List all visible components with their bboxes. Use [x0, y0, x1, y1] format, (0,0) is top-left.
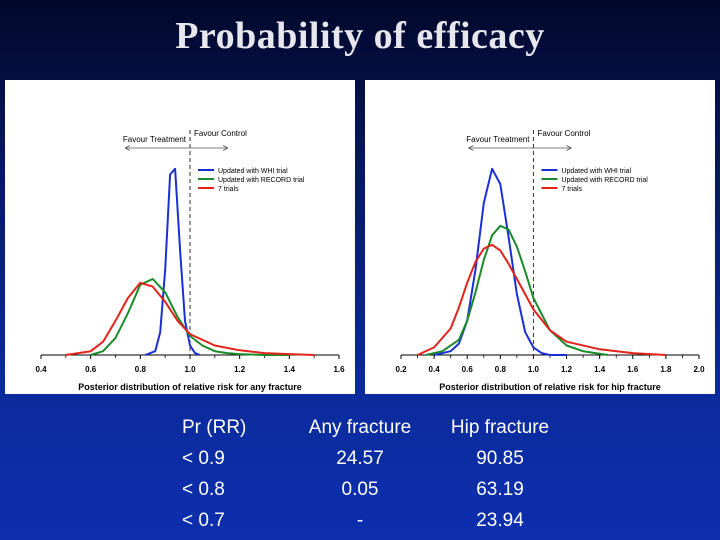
- hip-fracture-x-tick-label: 1.0: [528, 365, 540, 374]
- table-header-pr: Pr (RR): [182, 417, 247, 438]
- hip-fracture-favour-treatment-label: Favour Treatment: [466, 135, 530, 144]
- hip-fracture-legend-label: Updated with WHI trial: [561, 168, 631, 175]
- hip-fracture-x-tick-label: 2.0: [693, 365, 705, 374]
- any-fracture-x-tick-label: 0.4: [35, 365, 47, 374]
- table-header-hip-fracture: Hip fracture: [450, 417, 550, 438]
- any-fracture-x-tick-label: 1.6: [333, 365, 345, 374]
- any-fracture-chart: 0.4 0.6 0.8 1.0 1.2 1.4 1.6 Posterior distribut…: [35, 129, 345, 392]
- hip-fracture-x-tick-label: 1.8: [660, 365, 672, 374]
- any-fracture-legend-label: 7 trials: [218, 186, 239, 193]
- any-fracture-legend-label: Updated with WHI trial: [218, 168, 288, 175]
- hip-fracture-x-tick-label: 0.4: [429, 365, 441, 374]
- hip-fracture-legend-label: 7 trials: [561, 186, 582, 193]
- any-fracture-x-tick-label: 0.6: [85, 365, 97, 374]
- table-cell: < 0.9: [182, 448, 225, 469]
- hip-fracture-x-tick-label: 0.2: [395, 365, 407, 374]
- hip-fracture-series-record: [425, 224, 609, 356]
- hip-fracture-x-tick-label: 1.4: [594, 365, 606, 374]
- any-fracture-x-tick-label: 1.2: [234, 365, 246, 374]
- hip-fracture-x-tick-label: 0.8: [495, 365, 507, 374]
- hip-fracture-series-seven: [417, 243, 666, 356]
- any-fracture-favour-treatment-label: Favour Treatment: [123, 135, 187, 144]
- any-fracture-x-tick-label: 1.4: [284, 365, 296, 374]
- hip-fracture-direction-arrowheads: [468, 145, 572, 151]
- slide-title: Probability of efficacy: [175, 15, 545, 57]
- hip-fracture-legend-label: Updated with RECORD trial: [561, 177, 648, 184]
- table-cell: -: [356, 510, 364, 531]
- hip-fracture-x-tick-label: 1.6: [627, 365, 639, 374]
- hip-fracture-chart: 0.2 0.4 0.6 0.8 1.0 1.2 1.4 1.6 1.8 2.0 Posterior …: [395, 129, 705, 392]
- hip-fracture-x-tick-label: 0.6: [462, 365, 474, 374]
- table-column-any-fracture: Any fracture 24.57 0.05 -: [290, 412, 430, 536]
- table-cell: 23.94: [476, 510, 524, 531]
- table-column-hip-fracture: Hip fracture 90.85 63.19 23.94: [430, 412, 570, 536]
- table-cell: 0.05: [341, 479, 379, 500]
- table-cell: 90.85: [476, 448, 524, 469]
- table-cell: < 0.8: [182, 479, 225, 500]
- table-header-any-fracture: Any fracture: [308, 417, 412, 438]
- hip-fracture-favour-control-label: Favour Control: [537, 129, 590, 138]
- any-fracture-x-tick-label: 0.8: [135, 365, 147, 374]
- table-column-pr: Pr (RR) < 0.9 < 0.8 < 0.7: [182, 412, 292, 536]
- table-cell: 63.19: [476, 479, 524, 500]
- any-fracture-direction-arrowheads: [124, 145, 229, 151]
- hip-fracture-x-axis-label: Posterior distribution of relative risk …: [439, 382, 661, 392]
- any-fracture-series-record: [90, 278, 290, 356]
- table-cell: 24.57: [336, 448, 384, 469]
- hip-fracture-chart-panel: 0.2 0.4 0.6 0.8 1.0 1.2 1.4 1.6 1.8 2.0 Posterior …: [365, 80, 715, 394]
- any-fracture-series-seven: [65, 281, 315, 356]
- any-fracture-x-tick-label: 1.0: [184, 365, 196, 374]
- any-fracture-series-whi: [144, 167, 201, 356]
- any-fracture-x-axis-label: Posterior distribution of relative risk …: [78, 382, 302, 392]
- table-cell: < 0.7: [182, 510, 225, 531]
- any-fracture-favour-control-label: Favour Control: [194, 129, 247, 138]
- any-fracture-legend-label: Updated with RECORD trial: [218, 177, 305, 184]
- any-fracture-chart-panel: 0.4 0.6 0.8 1.0 1.2 1.4 1.6 Posterior distribut…: [5, 80, 355, 394]
- hip-fracture-x-tick-label: 1.2: [561, 365, 573, 374]
- hip-fracture-series-whi: [433, 167, 567, 356]
